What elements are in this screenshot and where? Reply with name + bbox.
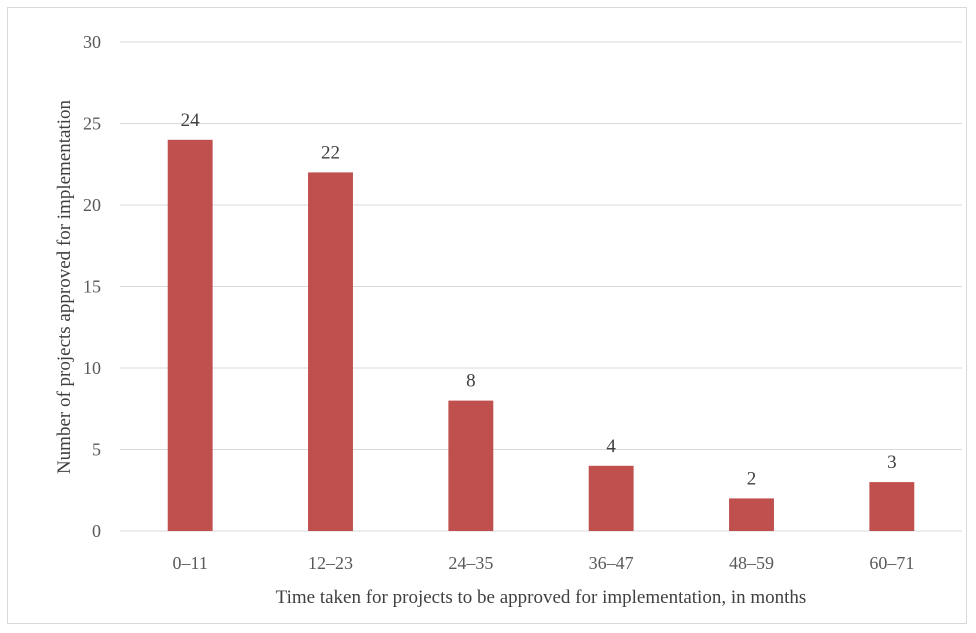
gridlines	[120, 41, 962, 532]
data-label: 3	[887, 452, 897, 473]
y-tick-label: 5	[92, 440, 101, 460]
bar	[167, 139, 213, 532]
bars	[167, 139, 915, 532]
x-tick-label: 0–11	[172, 553, 207, 573]
x-tick-label: 12–23	[308, 553, 353, 573]
y-tick-label: 30	[83, 32, 101, 52]
data-label: 24	[181, 110, 201, 131]
data-label: 8	[466, 371, 476, 392]
y-tick-label: 10	[83, 358, 101, 378]
y-axis-ticks: 0 5 10 15 20 25 30	[83, 32, 101, 541]
x-tick-label: 48–59	[729, 553, 774, 573]
data-label: 2	[747, 468, 757, 489]
bar	[588, 465, 634, 531]
y-tick-label: 25	[83, 114, 101, 134]
bar	[308, 172, 353, 531]
data-label: 4	[606, 436, 616, 457]
y-axis-title: Number of projects approved for implemen…	[54, 99, 75, 474]
x-tick-label: 24–35	[448, 553, 493, 573]
y-tick-label: 20	[83, 195, 101, 215]
x-axis-ticks: 0–11 12–23 24–35 36–47 48–59 60–71	[172, 553, 914, 573]
data-labels: 24 22 8 4 2 3	[181, 110, 897, 490]
bar	[448, 400, 494, 531]
x-tick-label: 60–71	[869, 553, 914, 573]
x-tick-label: 36–47	[589, 553, 634, 573]
y-tick-label: 15	[83, 277, 101, 297]
data-label: 22	[321, 142, 340, 163]
x-axis-title: Time taken for projects to be approved f…	[276, 587, 807, 608]
y-tick-label: 0	[92, 521, 101, 541]
bar	[729, 498, 774, 531]
bar	[869, 482, 915, 531]
